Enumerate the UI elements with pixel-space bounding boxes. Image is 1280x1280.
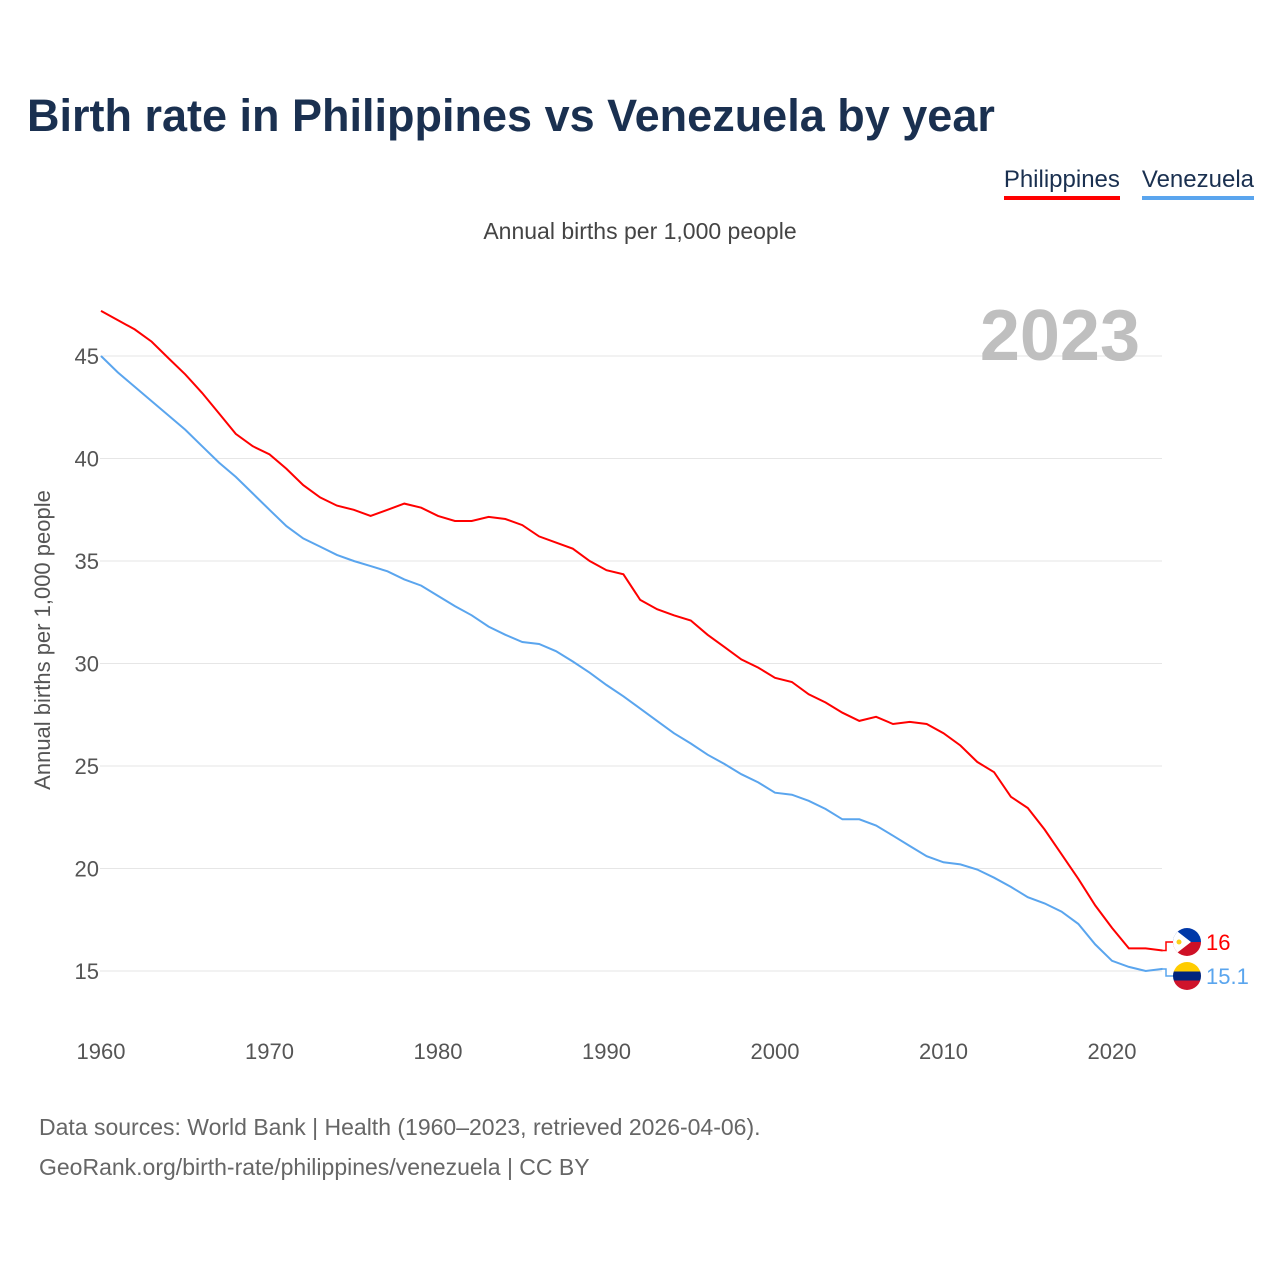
source-line-1: Data sources: World Bank | Health (1960–… — [39, 1114, 761, 1140]
y-tick-label: 45 — [75, 344, 99, 369]
philippines-flag-icon — [1173, 928, 1201, 956]
y-tick-label: 30 — [75, 652, 99, 677]
series-line-venezuela — [100, 355, 1163, 973]
legend-item-philippines[interactable]: Philippines — [1003, 166, 1120, 200]
flag-triangle — [1173, 928, 1191, 956]
x-tick-label: 1980 — [414, 1039, 463, 1064]
flag-stripe — [1173, 980, 1201, 990]
flag-sun — [1176, 939, 1182, 945]
x-tick-label: 1990 — [582, 1039, 631, 1064]
chart-subtitle: Annual births per 1,000 people — [483, 218, 797, 244]
y-tick-label: 15 — [75, 959, 99, 984]
y-tick-label: 25 — [75, 754, 99, 779]
x-tick-label: 2020 — [1088, 1039, 1137, 1064]
y-tick-label: 40 — [75, 447, 99, 472]
end-connector — [1162, 968, 1174, 977]
source-note: Data sources: World Bank | Health (1960–… — [39, 1107, 761, 1187]
x-tick-label: 1960 — [77, 1039, 126, 1064]
venezuela-flag-icon — [1173, 962, 1201, 990]
legend: Philippines Venezuela — [1003, 166, 1254, 200]
flag — [1173, 928, 1201, 956]
end-value-label: 16 — [1206, 930, 1230, 955]
y-tick-label: 35 — [75, 549, 99, 574]
legend-item-venezuela[interactable]: Venezuela — [1141, 166, 1254, 200]
x-tick-label: 2000 — [751, 1039, 800, 1064]
source-line-2[interactable]: GeoRank.org/birth-rate/philippines/venez… — [39, 1154, 590, 1180]
flag-stripe — [1173, 971, 1201, 981]
x-tick-label: 1970 — [245, 1039, 294, 1064]
y-axis-label: Annual births per 1,000 people — [30, 490, 55, 790]
y-tick-label: 20 — [75, 857, 99, 882]
end-connector — [1162, 941, 1174, 952]
chart-title: Birth rate in Philippines vs Venezuela b… — [27, 90, 995, 141]
series-line-philippines — [100, 310, 1163, 952]
flag-stripe — [1173, 962, 1201, 972]
x-tick-label: 2010 — [919, 1039, 968, 1064]
flag — [1173, 962, 1201, 990]
end-value-label: 15.1 — [1206, 964, 1249, 989]
year-watermark: 2023 — [980, 296, 1140, 376]
